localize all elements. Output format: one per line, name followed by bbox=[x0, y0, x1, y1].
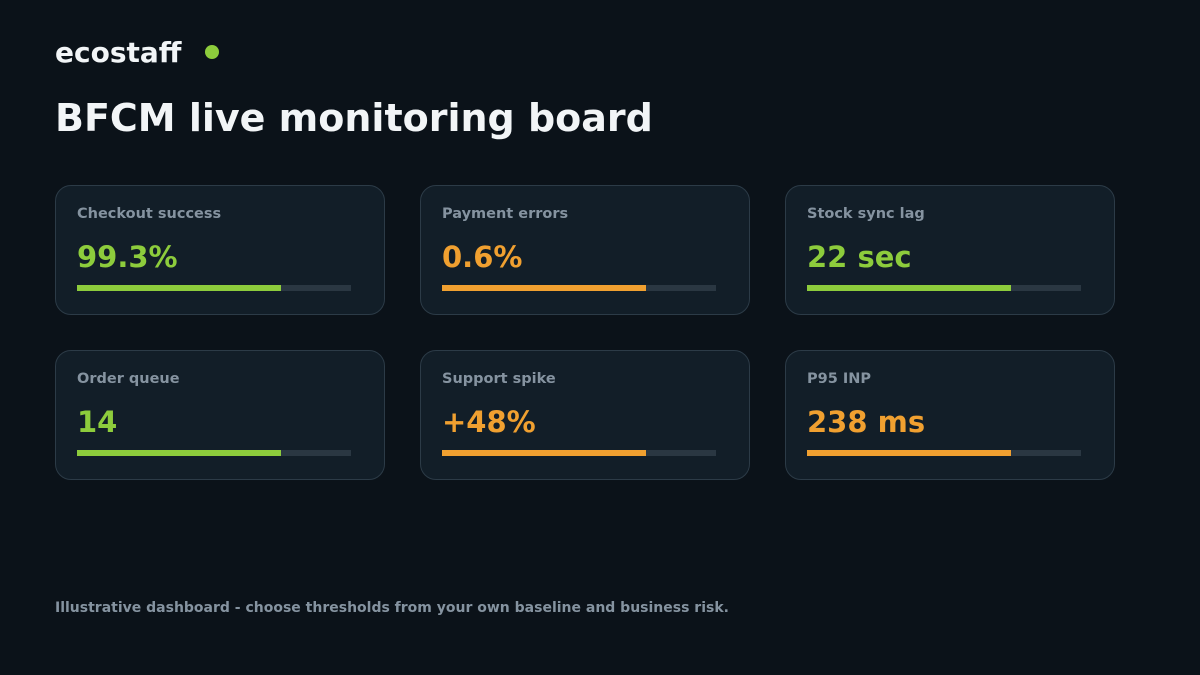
progress-fill bbox=[807, 450, 1011, 456]
metric-card: Support spike +48% bbox=[420, 350, 750, 480]
page-title: BFCM live monitoring board bbox=[55, 96, 653, 140]
metric-label: Stock sync lag bbox=[807, 206, 925, 222]
metric-card: Checkout success 99.3% bbox=[55, 185, 385, 315]
metric-card: Stock sync lag 22 sec bbox=[785, 185, 1115, 315]
metric-label: Order queue bbox=[77, 371, 180, 387]
metric-label: Payment errors bbox=[442, 206, 569, 222]
status-dot bbox=[205, 45, 219, 59]
progress-fill bbox=[77, 450, 281, 456]
metric-card: Payment errors 0.6% bbox=[420, 185, 750, 315]
progress-track bbox=[807, 285, 1081, 291]
progress-track bbox=[77, 285, 351, 291]
progress-track bbox=[442, 450, 716, 456]
progress-fill bbox=[442, 450, 646, 456]
metric-value: +48% bbox=[442, 405, 536, 439]
footer-note: Illustrative dashboard - choose threshol… bbox=[55, 600, 729, 616]
metric-value: 22 sec bbox=[807, 240, 912, 274]
metric-value: 238 ms bbox=[807, 405, 926, 439]
progress-fill bbox=[442, 285, 646, 291]
metric-value: 14 bbox=[77, 405, 118, 439]
progress-track bbox=[77, 450, 351, 456]
progress-track bbox=[442, 285, 716, 291]
progress-fill bbox=[807, 285, 1011, 291]
progress-fill bbox=[77, 285, 281, 291]
metric-label: P95 INP bbox=[807, 371, 872, 387]
metric-card: P95 INP 238 ms bbox=[785, 350, 1115, 480]
metric-label: Support spike bbox=[442, 371, 556, 387]
brand: ecostaff bbox=[55, 36, 182, 69]
metric-label: Checkout success bbox=[77, 206, 222, 222]
metric-value: 0.6% bbox=[442, 240, 523, 274]
progress-track bbox=[807, 450, 1081, 456]
metric-card: Order queue 14 bbox=[55, 350, 385, 480]
metric-value: 99.3% bbox=[77, 240, 178, 274]
